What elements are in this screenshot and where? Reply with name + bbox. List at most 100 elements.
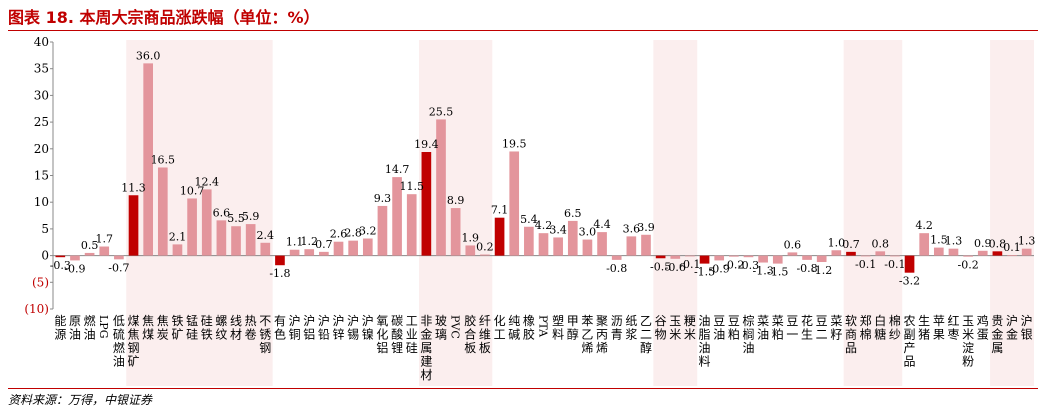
value-label: 11.5 bbox=[399, 180, 424, 193]
bar-菜籽 bbox=[831, 250, 842, 256]
category-label: 纯碱 bbox=[508, 314, 520, 342]
category-label: 豆一 bbox=[786, 314, 798, 342]
value-label: 1.7 bbox=[95, 233, 113, 246]
category-label: 农副产品 bbox=[904, 314, 916, 369]
bar-花生 bbox=[802, 255, 812, 260]
category-label: 锰硅 bbox=[186, 313, 198, 342]
category-label: 化工 bbox=[494, 314, 506, 342]
value-label: 9.3 bbox=[374, 192, 392, 205]
category-label: 原油 bbox=[69, 314, 81, 342]
y-tick-label: (5) bbox=[32, 275, 49, 289]
category-label: 白糖 bbox=[874, 313, 886, 342]
value-label: 0.1 bbox=[1003, 241, 1021, 254]
value-label: -1.2 bbox=[811, 264, 832, 277]
bar-硅铁 bbox=[201, 189, 212, 256]
value-label: 3.9 bbox=[637, 221, 655, 234]
value-label: -0.2 bbox=[723, 259, 744, 272]
bar-螺纹 bbox=[216, 220, 227, 256]
category-label: 豆油 bbox=[713, 314, 725, 342]
category-label: 能源 bbox=[54, 314, 66, 342]
bar-沪铜 bbox=[289, 249, 300, 256]
value-label: -1.5 bbox=[694, 266, 715, 279]
value-labels: -0.3-0.90.51.7-0.711.336.016.52.110.712.… bbox=[50, 49, 1036, 287]
category-label: 粳米 bbox=[684, 314, 696, 342]
value-label: 14.7 bbox=[385, 163, 410, 176]
bar-纸浆 bbox=[626, 236, 637, 256]
category-label: 谷物 bbox=[655, 314, 667, 342]
value-label: -1.3 bbox=[753, 265, 774, 278]
bar-碳酸锂 bbox=[392, 177, 402, 256]
bar-豆二 bbox=[816, 255, 827, 263]
category-label: 胶合板 bbox=[464, 313, 476, 355]
category-label: 纤维板 bbox=[479, 314, 491, 355]
category-label: 塑料 bbox=[552, 313, 564, 342]
category-label: 玉米淀粉 bbox=[962, 314, 974, 369]
bar-豆一 bbox=[787, 252, 798, 256]
bar-苹果 bbox=[933, 247, 944, 256]
bar-工业硅 bbox=[406, 194, 417, 256]
group-band bbox=[653, 40, 698, 386]
bar-玻璃 bbox=[436, 119, 446, 256]
value-label: 1.0 bbox=[828, 236, 846, 249]
bar-焦煤 bbox=[143, 63, 154, 256]
value-label: 0.6 bbox=[784, 238, 802, 251]
category-label: 棕榈油 bbox=[742, 313, 754, 355]
bar-玉米淀粉 bbox=[963, 255, 973, 257]
category-label: 郑棉 bbox=[860, 313, 872, 342]
category-label: 沪金 bbox=[1006, 314, 1018, 342]
category-label: 碳酸锂 bbox=[391, 314, 403, 355]
category-label: 豆粕 bbox=[728, 314, 740, 342]
category-label: 菜粕 bbox=[772, 314, 784, 342]
value-label: 4.2 bbox=[915, 219, 933, 232]
category-label: 沪铅 bbox=[318, 314, 330, 342]
value-label: 19.4 bbox=[414, 138, 439, 151]
value-label: 2.1 bbox=[169, 230, 187, 243]
bar-低硫燃油 bbox=[114, 255, 124, 260]
category-label: 豆二 bbox=[816, 314, 828, 342]
y-tick-label: 35 bbox=[34, 62, 49, 76]
category-label: 菜籽 bbox=[830, 314, 842, 342]
bar-粳米 bbox=[685, 255, 695, 257]
bar-郑棉 bbox=[860, 255, 871, 257]
bar-玉米 bbox=[670, 255, 681, 259]
bar-沪银 bbox=[1021, 248, 1032, 256]
bar-白糖 bbox=[875, 251, 886, 256]
category-label: 菜油 bbox=[757, 314, 769, 342]
value-label: 2.8 bbox=[344, 227, 362, 240]
bar-棕榈油 bbox=[743, 255, 754, 258]
bar-菜油 bbox=[758, 255, 768, 263]
bar-不锈钢 bbox=[260, 242, 271, 256]
figure-title: 图表 18. 本周大宗商品涨跌幅（单位：%） bbox=[8, 8, 320, 27]
bar-聚丙烯 bbox=[597, 232, 607, 256]
value-label: 6.6 bbox=[213, 206, 231, 219]
category-label: 红枣 bbox=[947, 313, 959, 342]
value-label: 1.5 bbox=[930, 234, 948, 247]
value-label: 0.8 bbox=[872, 237, 890, 250]
value-label: 12.4 bbox=[194, 175, 219, 188]
value-label: -0.5 bbox=[650, 260, 671, 273]
category-label: 棉纱 bbox=[889, 314, 901, 342]
value-label: -0.9 bbox=[709, 262, 730, 275]
category-label: 苯乙烯 bbox=[581, 314, 593, 355]
value-label: 10.7 bbox=[180, 184, 205, 197]
category-label: 沪镍 bbox=[362, 314, 374, 342]
source-rule bbox=[8, 388, 1038, 389]
category-label: 乙二醇 bbox=[640, 314, 652, 355]
value-label: 1.3 bbox=[1018, 235, 1036, 248]
category-label: 纸浆 bbox=[625, 314, 637, 342]
bar-胶合板 bbox=[465, 245, 476, 256]
category-label: 沪铝 bbox=[303, 314, 315, 342]
value-label: 0.8 bbox=[989, 237, 1007, 250]
category-label: 焦炭 bbox=[157, 314, 169, 342]
source-note: 资料来源：万得，中银证券 bbox=[8, 393, 153, 407]
category-label: 鸡蛋 bbox=[977, 313, 989, 342]
bar-沥青 bbox=[611, 255, 622, 260]
value-label: -0.8 bbox=[606, 262, 627, 275]
value-label: 1.2 bbox=[300, 235, 318, 248]
category-label: PVC bbox=[449, 315, 462, 339]
value-label: 6.5 bbox=[564, 207, 582, 220]
bar-锰硅 bbox=[187, 198, 197, 256]
category-label: 软商品 bbox=[845, 314, 857, 355]
y-tick-labels: 40 35 30 25 20 15 10 5 0 (5) (10) bbox=[24, 35, 53, 316]
